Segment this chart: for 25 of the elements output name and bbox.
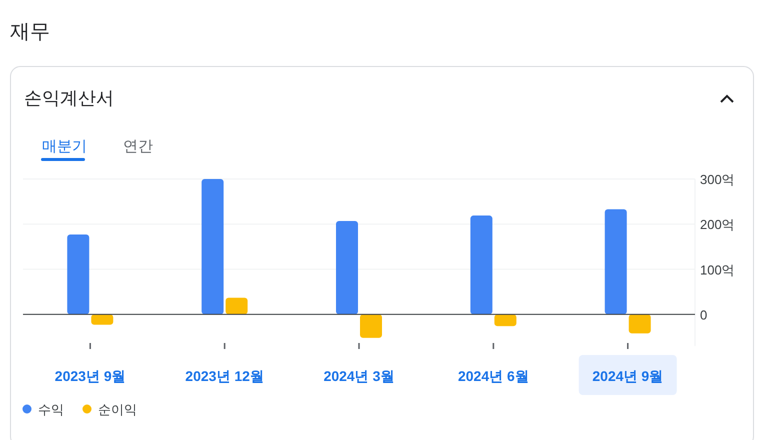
x-tick-label: 2023년 9월 <box>54 368 126 384</box>
chart-subtitle: 손익계산서 <box>24 88 114 108</box>
x-tick-label: 2024년 6월 <box>458 368 529 384</box>
x-tick-label: 2024년 9월 <box>592 368 664 384</box>
x-tick-label: 2023년 12월 <box>185 368 264 384</box>
x-tick-label: 2024년 3월 <box>324 368 394 384</box>
chart-title: 재무 <box>10 21 50 43</box>
bar <box>336 220 358 314</box>
bar <box>226 298 248 314</box>
bar <box>67 234 90 314</box>
bar <box>91 314 114 325</box>
y-tick-label: 100억 <box>700 262 735 278</box>
bar <box>202 179 224 314</box>
text: 매분기 <box>42 138 87 155</box>
legend-label: 순이익 <box>98 402 137 417</box>
text: 연간 <box>123 138 153 155</box>
y-tick-label: 300억 <box>700 172 735 187</box>
bar <box>494 314 516 326</box>
bar <box>360 314 382 338</box>
legend-label: 수익 <box>38 402 64 417</box>
bar <box>470 216 492 314</box>
bar <box>628 314 651 334</box>
bar <box>604 209 627 314</box>
y-tick-label: 200억 <box>700 217 735 232</box>
y-tick-label: 0 <box>700 307 708 322</box>
